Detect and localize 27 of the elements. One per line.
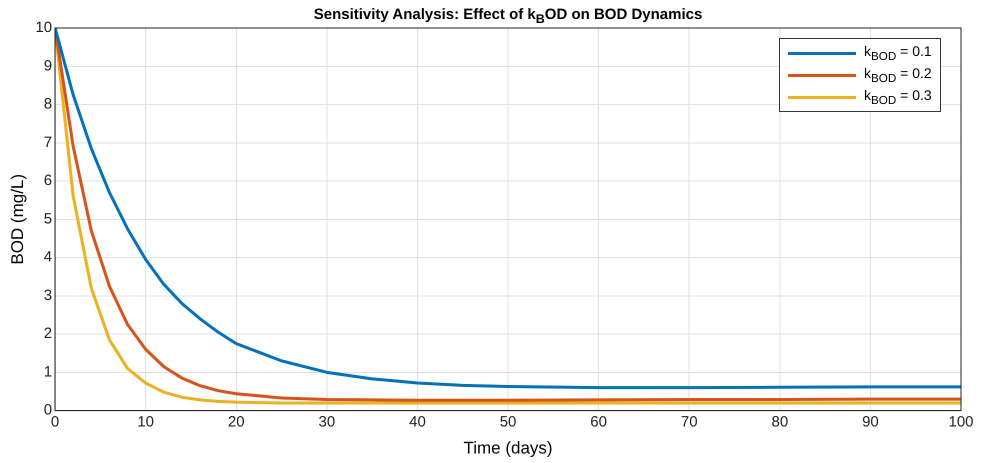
y-tick-label: 4 bbox=[44, 248, 52, 266]
y-tick-label: 7 bbox=[44, 134, 52, 151]
x-tick-label: 50 bbox=[500, 414, 516, 431]
x-tick-label: 70 bbox=[680, 414, 698, 431]
y-tick-label: 0 bbox=[44, 402, 52, 419]
legend-label: k$_{BOD}$ = 0.2 bbox=[864, 65, 932, 85]
x-tick-label: 90 bbox=[862, 414, 879, 431]
x-axis-title: Time (days) bbox=[463, 438, 553, 458]
y-axis-title: BOD (mg/L) bbox=[8, 174, 27, 265]
y-tick-label: 8 bbox=[44, 96, 52, 113]
x-tick-label: 40 bbox=[409, 414, 426, 431]
y-tick-label: 1 bbox=[44, 363, 52, 380]
x-tick-label: 60 bbox=[590, 414, 607, 431]
x-tick-label: 100 bbox=[948, 414, 974, 431]
chart-title: Sensitivity Analysis: Effect of k$_{B}$OD on BOD Dynamics bbox=[312, 6, 704, 26]
legend-label: k$_{BOD}$ = 0.1 bbox=[864, 43, 932, 63]
y-tick-label: 3 bbox=[44, 286, 52, 304]
y-tick-label: 10 bbox=[35, 19, 52, 36]
x-tick-label: 80 bbox=[771, 414, 788, 431]
x-tick-label: 10 bbox=[137, 414, 154, 431]
x-tick-label: 20 bbox=[228, 414, 245, 431]
legend-label: k$_{BOD}$ = 0.3 bbox=[864, 87, 932, 107]
x-tick-label: 30 bbox=[318, 414, 336, 431]
y-tick-label: 9 bbox=[44, 57, 52, 74]
y-tick-label: 2 bbox=[44, 325, 52, 342]
y-tick-label: 6 bbox=[44, 172, 52, 190]
y-tick-label: 5 bbox=[44, 210, 52, 228]
